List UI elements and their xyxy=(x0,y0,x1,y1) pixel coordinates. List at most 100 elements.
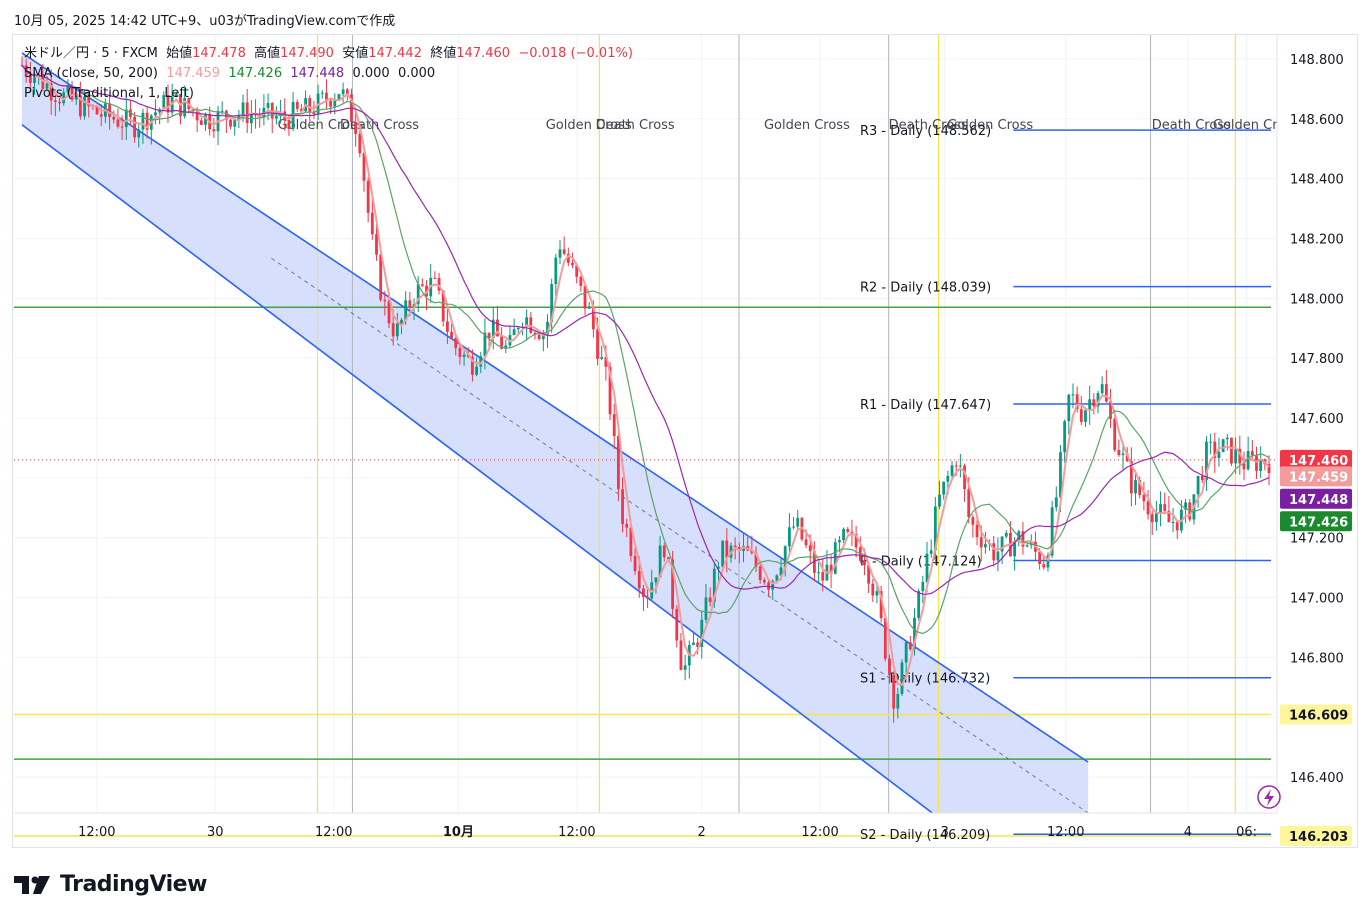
candle-body xyxy=(942,481,946,495)
legend-high: 147.490 xyxy=(280,46,334,61)
tradingview-logo-icon xyxy=(14,875,50,894)
candle-body xyxy=(66,85,70,93)
time-axis-tick: 12:00 xyxy=(801,825,838,840)
candle-body xyxy=(525,317,529,327)
candle-body xyxy=(1167,510,1171,523)
candle-body xyxy=(871,583,875,596)
price-badge[interactable] xyxy=(1280,511,1352,532)
candle-body xyxy=(587,306,591,309)
level-price-badge-label: 146.609 xyxy=(1289,709,1348,724)
candle-body xyxy=(375,234,378,255)
legend-change: −0.018 (−0.01%) xyxy=(518,46,633,61)
candle-body xyxy=(362,153,366,181)
candle-body xyxy=(1154,513,1158,523)
candle-body xyxy=(1217,451,1221,458)
candle-body xyxy=(917,591,921,618)
candle-body xyxy=(616,436,620,490)
channel-lower-line[interactable] xyxy=(21,124,933,813)
cross-label: Golden Cross xyxy=(947,118,1033,133)
candle-body xyxy=(1213,441,1217,458)
candle-body xyxy=(220,110,224,112)
candle-body xyxy=(1000,536,1004,552)
price-badge-label: 147.459 xyxy=(1289,470,1348,485)
pivot-label: P - Daily (147.124) xyxy=(860,554,982,569)
level-price-badge[interactable] xyxy=(1280,704,1352,725)
candle-body xyxy=(1096,393,1100,407)
candle-body xyxy=(971,517,975,525)
candle-body xyxy=(49,83,53,101)
price-badge[interactable] xyxy=(1280,466,1352,487)
time-axis-tick: 4 xyxy=(1184,825,1192,840)
candle-body xyxy=(779,567,783,576)
candle-body xyxy=(462,354,466,357)
candle-body xyxy=(1238,448,1242,464)
candle-body xyxy=(479,356,483,367)
candle-body xyxy=(913,617,916,650)
candle-body xyxy=(854,533,858,548)
candle-body xyxy=(133,116,137,138)
candle-body xyxy=(83,96,86,117)
candle-body xyxy=(416,284,420,305)
price-axis-tick: 146.400 xyxy=(1290,771,1344,786)
legend-sma-value-5: 0.000 xyxy=(397,66,436,81)
price-axis-tick: 148.600 xyxy=(1290,113,1344,128)
candle-body xyxy=(946,475,950,482)
candle-body xyxy=(992,543,996,561)
price-badge[interactable] xyxy=(1280,488,1352,509)
candle-body xyxy=(383,299,387,302)
candle-body xyxy=(796,517,800,527)
candle-body xyxy=(370,212,374,235)
candle-body xyxy=(1134,479,1137,494)
legend-sma-label[interactable]: SMA (close, 50, 200) xyxy=(24,66,159,81)
legend-pivots-label[interactable]: Pivots (Traditional, 1, Left) xyxy=(24,86,194,101)
candle-body xyxy=(679,640,683,670)
candle-body xyxy=(62,92,66,104)
tradingview-logo[interactable]: TradingView xyxy=(14,872,207,897)
candle-body xyxy=(846,528,850,532)
candle-body xyxy=(646,596,649,599)
candle-body xyxy=(145,112,149,130)
price-badge-label: 147.460 xyxy=(1289,454,1348,469)
sma-50-line xyxy=(21,64,1270,635)
time-axis-tick: 12:00 xyxy=(558,825,595,840)
price-badge[interactable] xyxy=(1280,449,1352,470)
candle-body xyxy=(984,544,987,548)
candle-body xyxy=(1175,521,1179,531)
candle-body xyxy=(366,180,370,213)
candle-body xyxy=(700,619,704,647)
candle-body xyxy=(1067,394,1071,422)
time-axis-tick: 3 xyxy=(941,825,949,840)
candle-body xyxy=(28,75,32,83)
bolt-icon xyxy=(1264,789,1274,806)
candle-body xyxy=(124,109,128,128)
candle-body xyxy=(483,332,487,357)
legend-symbol[interactable]: 米ドル／円 · 5 · FXCM xyxy=(24,46,158,61)
candle-body xyxy=(1196,475,1200,495)
candle-body xyxy=(979,537,983,548)
candle-body xyxy=(996,551,1000,561)
candle-body xyxy=(112,116,116,120)
price-axis-tick: 146.800 xyxy=(1290,651,1344,666)
candle-body xyxy=(642,588,645,597)
candle-body xyxy=(938,494,941,507)
candle-body xyxy=(1100,384,1104,394)
candle-body xyxy=(533,332,537,335)
candle-body xyxy=(571,262,574,266)
candle-body xyxy=(591,306,595,330)
candle-body xyxy=(737,547,741,552)
candle-body xyxy=(300,108,303,112)
legend-pivots-row: Pivots (Traditional, 1, Left) xyxy=(24,84,633,104)
price-axis-tick: 147.000 xyxy=(1290,592,1344,607)
candle-body xyxy=(900,662,904,694)
candle-body xyxy=(329,100,333,107)
candle-body xyxy=(804,539,808,546)
candle-body xyxy=(450,331,453,339)
candle-body xyxy=(354,122,358,134)
price-axis-tick: 148.400 xyxy=(1290,173,1344,188)
candle-body xyxy=(933,506,937,551)
candle-body xyxy=(512,329,516,336)
candle-body xyxy=(1255,455,1258,471)
level-price-badge[interactable] xyxy=(1280,826,1352,847)
candle-body xyxy=(108,103,111,117)
